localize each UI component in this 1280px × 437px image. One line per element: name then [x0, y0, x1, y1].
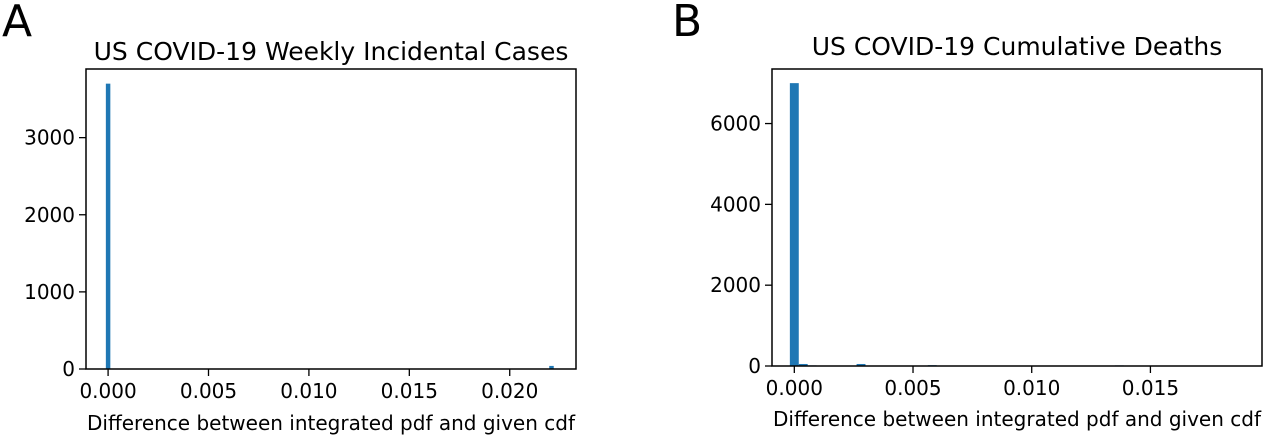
histogram-b: US COVID-19 Cumulative Deaths 0.000 0.005 0… [710, 32, 1263, 431]
plot-frame [771, 68, 1263, 367]
y-tick-label: 2000 [710, 273, 761, 297]
x-axis-label: Difference between integrated pdf and gi… [773, 407, 1262, 431]
y-tick-label: 4000 [710, 192, 761, 216]
histogram-bar [105, 83, 111, 369]
x-tick-label: 0.010 [1003, 376, 1060, 400]
y-tick-label: 0 [62, 357, 75, 381]
x-tick-label: 0.020 [481, 379, 538, 403]
histogram-a: US COVID-19 Weekly Incidental Cases 0.000… [24, 37, 577, 435]
panel-label-a: A [2, 0, 32, 47]
y-tick-label: 6000 [710, 112, 761, 136]
panel-label-b: B [672, 0, 702, 47]
histogram-bar [856, 363, 866, 366]
histogram-bar [789, 83, 799, 367]
x-tick-label: 0.010 [280, 379, 337, 403]
y-tick-label: 2000 [24, 203, 75, 227]
histogram-bar [549, 365, 554, 369]
y-tick-label: 0 [748, 354, 761, 378]
plot-frame [85, 68, 577, 370]
x-axis-label: Difference between integrated pdf and gi… [87, 411, 576, 435]
chart-title: US COVID-19 Weekly Incidental Cases [94, 37, 569, 66]
x-tick-label: 0.015 [381, 379, 438, 403]
x-tick-label: 0.005 [884, 376, 941, 400]
y-tick-label: 3000 [24, 126, 75, 150]
histogram-bar [798, 363, 808, 366]
x-tick-label: 0.000 [766, 376, 823, 400]
x-tick-label: 0.005 [180, 379, 237, 403]
y-tick-label: 1000 [24, 280, 75, 304]
x-tick-label: 0.000 [79, 379, 136, 403]
chart-title: US COVID-19 Cumulative Deaths [812, 32, 1223, 61]
x-tick-label: 0.015 [1122, 376, 1179, 400]
